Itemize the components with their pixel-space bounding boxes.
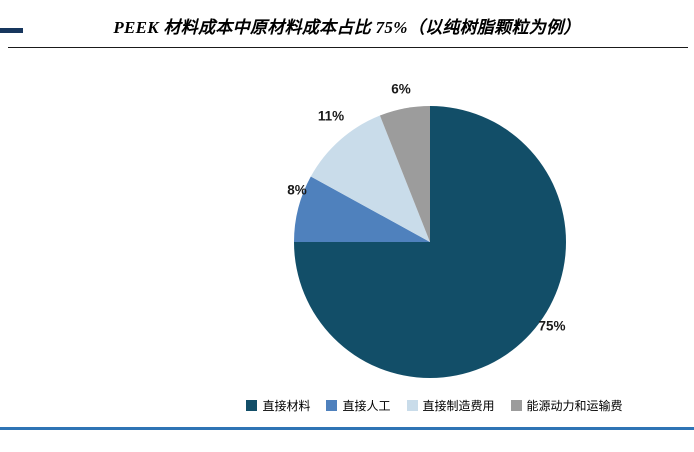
legend: 直接材料 直接人工 直接制造费用 能源动力和运输费: [175, 397, 694, 414]
corner-accent-bar: [0, 28, 23, 33]
legend-item-energy: 能源动力和运输费: [510, 397, 623, 414]
slice-label-direct-labor: 8%: [287, 182, 307, 198]
slice-label-direct-materials: 75%: [538, 318, 566, 334]
legend-swatch-manufacturing: [406, 400, 418, 411]
slice-label-energy: 6%: [391, 81, 411, 97]
slice-label-manufacturing: 11%: [317, 108, 345, 124]
chart-title: PEEK 材料成本中原材料成本占比 75%（以纯树脂颗粒为例）: [113, 18, 581, 37]
legend-swatch-direct-labor: [326, 400, 338, 411]
legend-item-direct-labor: 直接人工: [326, 397, 391, 414]
legend-label-direct-materials: 直接材料: [262, 399, 311, 413]
legend-label-direct-labor: 直接人工: [342, 399, 391, 413]
bottom-accent-rule: [0, 427, 694, 430]
legend-swatch-energy: [510, 400, 522, 411]
pie-slice-3: [379, 106, 430, 242]
legend-swatch-direct-materials: [246, 400, 258, 411]
pie-slice-1: [294, 176, 430, 242]
legend-item-manufacturing: 直接制造费用: [406, 397, 495, 414]
legend-label-manufacturing: 直接制造费用: [422, 399, 495, 413]
legend-item-direct-materials: 直接材料: [246, 397, 310, 414]
title-underline: [8, 47, 688, 48]
legend-label-energy: 能源动力和运输费: [526, 399, 623, 413]
pie-slice-2: [310, 115, 430, 242]
